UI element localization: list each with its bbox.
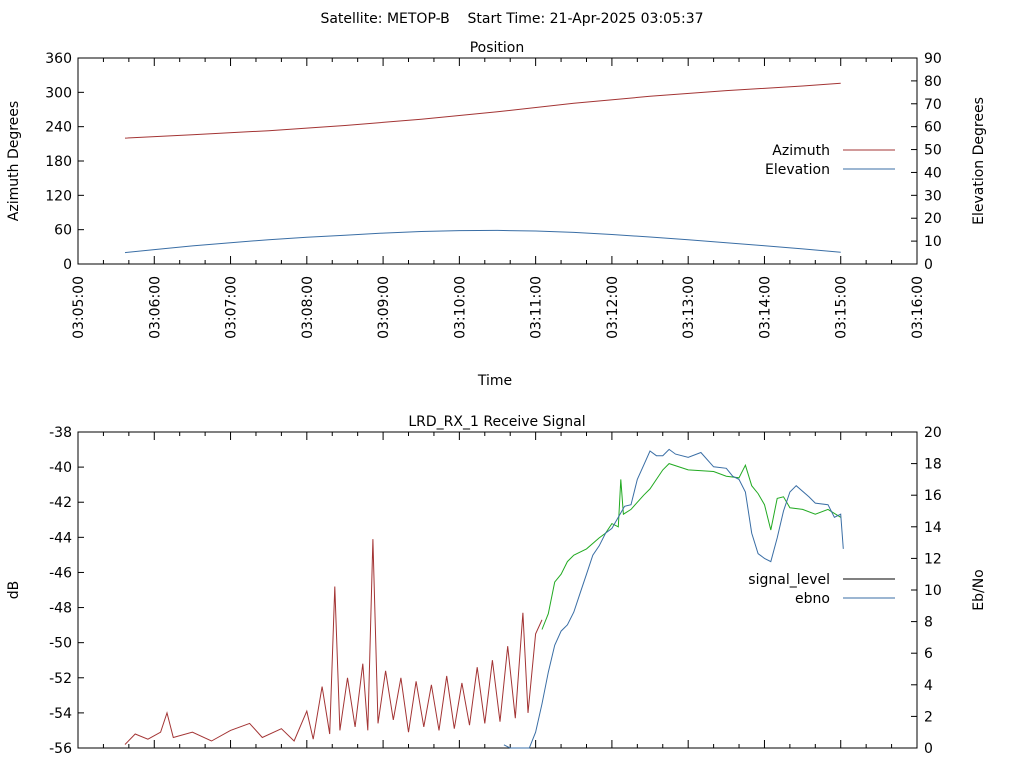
signal-y-tick-label: -44 [49,530,72,546]
position-y2-tick-label: 60 [924,120,942,136]
position-y2-tick-label: 20 [924,211,942,227]
signal-y-tick-label: -50 [49,636,72,652]
position-y2-tick-label: 80 [924,74,942,90]
signal-y-tick-label: -38 [49,425,72,441]
position-x-tick-label: 03:05:00 [71,276,87,339]
signal-y2-tick-label: 12 [924,551,942,567]
signal-legend-label: signal_level [748,572,830,588]
signal-y-tick-label: -54 [49,706,72,722]
position-y2-tick-label: 10 [924,234,942,250]
signal-y2-tick-label: 10 [924,583,942,599]
signal-chart: LRD_RX_1 Receive Signal dB Eb/No -56-54-… [6,414,987,757]
position-y-tick-label: 360 [45,51,72,67]
signal-y-tick-label: -40 [49,460,72,476]
signal-y2-tick-label: 8 [924,615,933,631]
position-series-azimuth [124,82,841,139]
signal-y-tick-label: -42 [49,495,72,511]
signal-y-tick-label: -56 [49,741,72,757]
position-x-tick-label: 03:09:00 [376,276,392,339]
position-x-axis-label: Time [477,373,512,389]
position-x-tick-label: 03:08:00 [300,276,316,339]
chart-header-title: Satellite: METOP-B Start Time: 21-Apr-20… [320,11,703,27]
position-x-tick-label: 03:13:00 [681,276,697,339]
signal-legend-label: ebno [795,591,830,607]
signal-y-tick-label: -52 [49,671,72,687]
position-x-tick-label: 03:07:00 [224,276,240,339]
signal-y2-tick-label: 4 [924,678,933,694]
position-y-axis-label: Azimuth Degrees [6,101,22,221]
position-y-tick-label: 240 [45,120,72,136]
signal-y2-tick-label: 6 [924,646,933,662]
position-y2-tick-label: 70 [924,97,942,113]
position-x-tick-label: 03:15:00 [834,276,850,339]
position-x-tick-label: 03:11:00 [529,276,545,339]
position-y2-tick-label: 90 [924,51,942,67]
position-x-tick-label: 03:12:00 [605,276,621,339]
position-series-layer [124,82,841,254]
signal-series-signal-level [124,539,543,745]
position-y-tick-label: 60 [54,223,72,239]
position-legend: Azimuth Elevation [765,143,895,178]
signal-y2-tick-label: 16 [924,488,942,504]
position-y2-tick-label: 50 [924,143,942,159]
position-x-tick-label: 03:14:00 [757,276,773,339]
signal-y2-tick-label: 18 [924,457,942,473]
position-y2-tick-label: 30 [924,188,942,204]
position-y2-axis-label: Elevation Degrees [971,97,987,225]
position-x-tick-label: 03:16:00 [910,276,926,339]
signal-y2-axis-label: Eb/No [971,569,987,611]
position-chart: Position Azimuth Degrees Elevation Degre… [6,40,987,389]
position-x-tick-label: 03:10:00 [452,276,468,339]
position-axes: 0 60 120 180 240 300 360 0 10 20 30 40 50 60 70 80 90 03:… [45,51,942,339]
signal-y-tick-label: -46 [49,565,72,581]
signal-series-layer [124,448,844,749]
signal-y-tick-label: -48 [49,601,72,617]
position-y-tick-label: 0 [63,257,72,273]
position-y-tick-label: 300 [45,85,72,101]
position-legend-label: Azimuth [772,143,830,159]
signal-y2-tick-label: 0 [924,741,933,757]
position-series-elevation [124,229,841,254]
position-plot-frame [77,57,918,265]
signal-axes: -56 -54 -52 -50 -48 -46 -44 -42 -40 -38 0 2 4 6 8 10 12 1… [49,425,942,757]
signal-y2-tick-label: 20 [924,425,942,441]
signal-series-snr [541,463,841,630]
signal-y-axis-label: dB [6,581,22,600]
signal-y2-tick-label: 14 [924,520,942,536]
position-y2-tick-label: 0 [924,257,933,273]
position-legend-label: Elevation [765,162,830,178]
position-y-tick-label: 120 [45,188,72,204]
signal-chart-title: LRD_RX_1 Receive Signal [408,414,585,430]
position-y-tick-label: 180 [45,154,72,170]
signal-series-ebno [503,448,844,749]
signal-y2-tick-label: 2 [924,709,933,725]
position-y2-tick-label: 40 [924,165,942,181]
position-x-tick-label: 03:06:00 [147,276,163,339]
position-chart-title: Position [470,40,525,56]
